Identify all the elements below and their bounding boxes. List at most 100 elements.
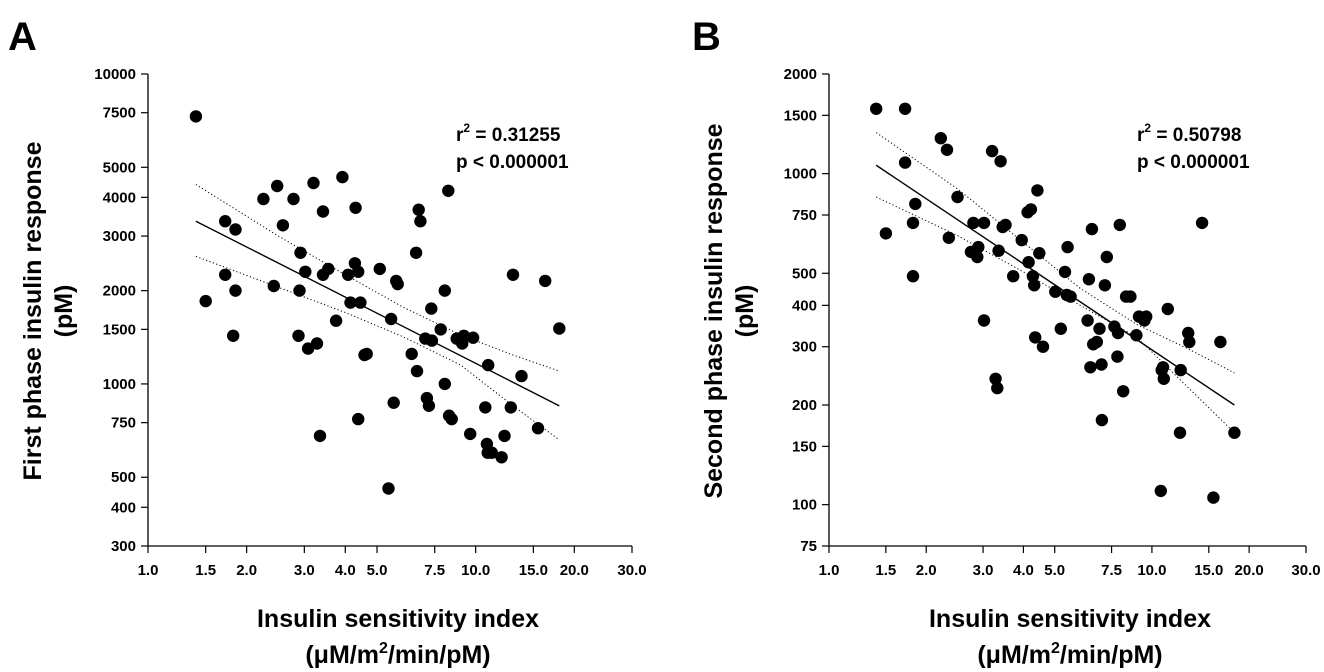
data-point — [307, 176, 320, 190]
data-point — [1111, 350, 1124, 363]
data-point — [972, 240, 985, 254]
y-tick-label: 100 — [792, 497, 817, 514]
data-point — [229, 284, 242, 297]
data-point — [1111, 326, 1125, 340]
data-point — [1033, 247, 1046, 260]
data-point — [409, 246, 423, 259]
data-point — [384, 312, 398, 326]
panel-a: A r2 = 0.31255 p < 0.000001 Insulin sens… — [8, 15, 647, 669]
data-point — [373, 262, 386, 276]
x-tick-label: 20.0 — [560, 562, 589, 579]
data-point — [412, 203, 425, 216]
data-point — [1007, 270, 1020, 283]
data-point — [977, 314, 991, 327]
data-point — [344, 296, 357, 309]
data-point — [1093, 322, 1106, 335]
data-point — [322, 262, 335, 276]
x-axis-title: Insulin sensitivity index — [929, 605, 1211, 633]
data-point — [992, 244, 1005, 257]
data-point — [434, 323, 447, 336]
r-squared-label: r2 = 0.31255 — [456, 121, 561, 146]
data-point — [405, 347, 418, 361]
x-axis-unit: (μM/m2/min/pM) — [305, 640, 490, 669]
data-point — [1081, 314, 1094, 327]
data-point — [1140, 310, 1153, 323]
data-point — [445, 412, 458, 426]
data-point — [425, 302, 438, 315]
y-tick-label: 2000 — [784, 66, 817, 83]
data-point — [951, 190, 964, 204]
data-point — [329, 314, 343, 327]
stats-annotation: r2 = 0.31255 p < 0.000001 — [456, 121, 569, 173]
data-point — [341, 268, 355, 281]
y-tick-label: 10000 — [94, 66, 136, 83]
data-point — [1061, 240, 1074, 254]
data-point — [360, 347, 373, 361]
x-tick-label: 10.0 — [1137, 562, 1166, 579]
data-point — [1028, 279, 1041, 292]
y-tick-label: 75 — [800, 538, 817, 555]
y-tick-label: 5000 — [103, 159, 136, 176]
data-point — [387, 396, 400, 409]
data-point — [1154, 484, 1168, 498]
data-point — [219, 215, 232, 228]
data-point — [989, 372, 1002, 385]
y-tick-label: 2000 — [103, 283, 136, 300]
data-point — [898, 102, 912, 116]
stats-annotation: r2 = 0.50798 p < 0.000001 — [1137, 121, 1250, 173]
p-value-label: p < 0.000001 — [1137, 152, 1250, 173]
data-point — [870, 102, 883, 116]
data-point — [1174, 363, 1187, 377]
y-tick-label: 750 — [792, 207, 817, 224]
data-point — [310, 337, 324, 350]
data-point — [977, 216, 991, 230]
data-point — [438, 284, 451, 297]
y-tick-label: 1500 — [103, 321, 136, 338]
p-value-label: p < 0.000001 — [456, 152, 569, 173]
data-point — [1026, 270, 1040, 283]
y-tick-label: 200 — [792, 397, 817, 414]
data-point — [991, 381, 1004, 395]
data-point — [906, 216, 920, 230]
x-tick-label: 30.0 — [617, 562, 646, 579]
y-axis-unit: (pM) — [731, 285, 759, 338]
data-point — [1036, 340, 1050, 353]
y-tick-label: 1000 — [103, 376, 136, 393]
y-axis-title: Second phase insulin response — [700, 123, 728, 498]
data-point — [271, 179, 284, 193]
data-point — [1195, 216, 1209, 230]
data-point — [1064, 290, 1077, 303]
data-point — [942, 231, 955, 244]
data-point — [1228, 426, 1241, 439]
data-point — [457, 329, 470, 342]
regression-line — [195, 220, 560, 407]
data-point — [294, 246, 307, 259]
data-point — [199, 294, 212, 308]
data-point — [1113, 218, 1127, 232]
data-point — [422, 399, 436, 412]
y-tick-label: 7500 — [103, 105, 136, 122]
x-tick-label: 30.0 — [1291, 562, 1320, 579]
x-axis-unit: (μM/m2/min/pM) — [977, 640, 1162, 669]
data-point — [352, 412, 365, 426]
data-point — [227, 329, 240, 342]
y-axis-title: First phase insulin response — [19, 141, 47, 480]
panel-letter-a: A — [8, 15, 37, 59]
y-tick-label: 300 — [111, 538, 136, 555]
data-point — [1024, 203, 1038, 216]
x-tick-label: 15.0 — [1194, 562, 1223, 579]
data-point — [1124, 290, 1137, 303]
data-point — [1085, 222, 1099, 236]
x-tick-label: 4.0 — [335, 562, 356, 579]
data-point — [276, 219, 290, 232]
data-point — [1095, 413, 1109, 427]
data-point — [506, 268, 520, 281]
data-point — [1058, 265, 1072, 279]
data-point — [934, 132, 947, 145]
data-point — [410, 364, 424, 378]
data-point — [906, 270, 920, 283]
data-point — [425, 334, 439, 347]
data-point — [1095, 358, 1108, 371]
data-point — [293, 284, 306, 297]
data-point — [466, 331, 480, 344]
